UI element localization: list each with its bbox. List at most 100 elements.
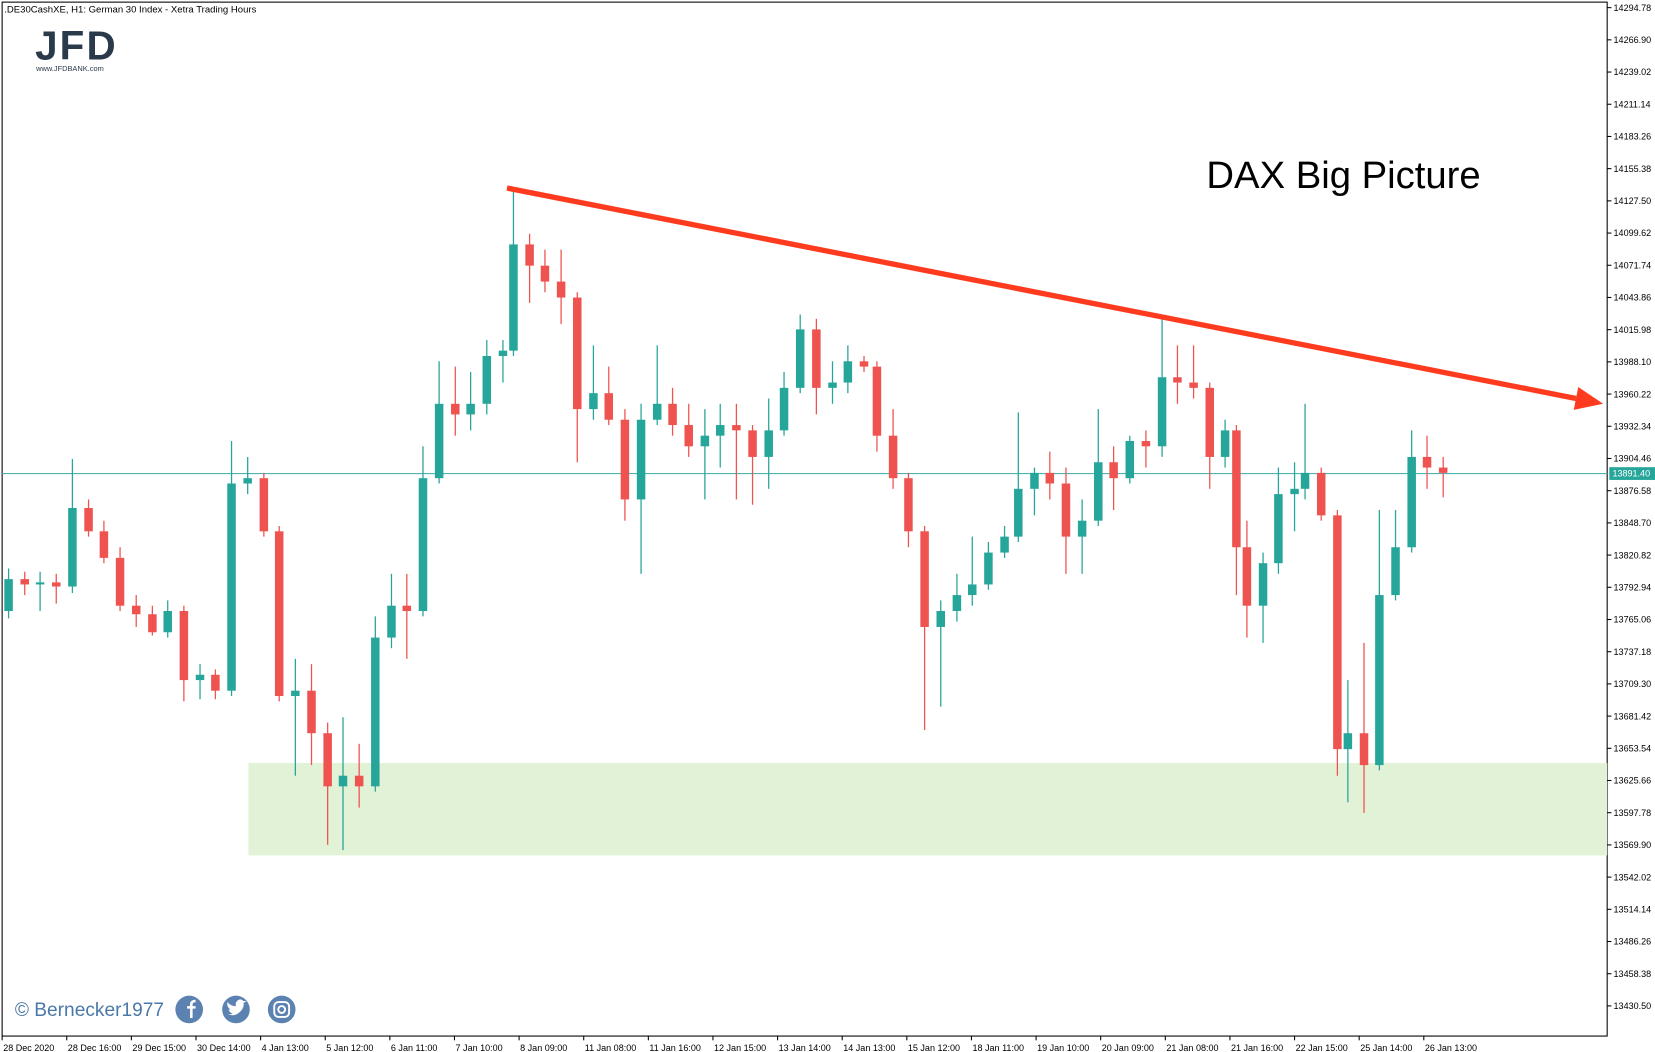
candle-body — [1274, 494, 1283, 564]
candle-body — [211, 674, 220, 691]
candle-body — [131, 605, 141, 615]
candle-body — [1061, 483, 1071, 537]
candle-body — [540, 265, 550, 282]
candle-body — [1316, 472, 1326, 516]
x-tick-label: 19 Jan 10:00 — [1037, 1043, 1089, 1052]
x-tick-label: 11 Jan 16:00 — [649, 1043, 700, 1052]
candle-body — [291, 690, 300, 697]
candle-body — [1109, 462, 1118, 479]
candle-body — [163, 611, 172, 633]
candle-body — [1220, 430, 1230, 457]
candle-body — [466, 403, 475, 415]
candle-body — [715, 425, 725, 436]
y-tick-label: 13709.30 — [1614, 679, 1652, 689]
candle-body — [779, 387, 789, 431]
y-tick-label: 13458.38 — [1614, 969, 1652, 979]
zone-layer — [248, 763, 1608, 856]
x-tick-label: 28 Dec 2020 — [3, 1043, 54, 1052]
x-tick-label: 28 Dec 16:00 — [68, 1043, 122, 1052]
logo-text: JFD — [35, 23, 118, 69]
y-tick-label: 14015.98 — [1614, 325, 1652, 335]
candle-body — [274, 531, 284, 697]
x-tick-label: 13 Jan 14:00 — [779, 1043, 831, 1052]
candle-body — [1391, 547, 1400, 596]
candle-body — [732, 425, 741, 431]
y-tick-label: 14155.38 — [1614, 164, 1652, 174]
candle-body — [795, 329, 805, 388]
candle-body — [843, 361, 853, 383]
candle-body — [620, 419, 630, 500]
instagram-glyph — [273, 1001, 291, 1018]
candle-body — [904, 478, 913, 532]
y-tick-label: 13430.50 — [1614, 1001, 1652, 1011]
y-tick-label: 13737.18 — [1614, 647, 1652, 657]
candle-body — [354, 775, 364, 787]
candle-body — [1045, 472, 1055, 484]
candle-body — [1157, 377, 1167, 447]
candle-body — [828, 382, 837, 388]
candle-body — [984, 552, 993, 585]
x-tick-label: 7 Jan 10:00 — [456, 1043, 503, 1052]
candle-body — [700, 435, 710, 447]
y-tick-label: 13681.42 — [1614, 711, 1652, 721]
candle-body — [589, 393, 598, 410]
y-tick-label: 14071.74 — [1614, 260, 1652, 270]
x-tick-label: 21 Jan 08:00 — [1166, 1043, 1218, 1052]
current-price-tag — [1609, 467, 1655, 480]
y-tick-label: 13765.06 — [1614, 615, 1652, 625]
x-tick-label: 4 Jan 13:00 — [262, 1043, 309, 1052]
candle-body — [1173, 377, 1182, 383]
y-tick-label: 13792.94 — [1614, 582, 1652, 592]
instagram-icon — [267, 995, 296, 1024]
logo-url: www.JFDBANK.com — [35, 64, 104, 73]
facebook-glyph — [187, 999, 196, 1018]
chart-title: .DE30CashXE, H1: German 30 Index - Xetra… — [4, 5, 256, 16]
trend-layer — [506, 185, 1604, 410]
candle-body — [259, 478, 269, 532]
candle-body — [179, 611, 189, 681]
candle-body — [338, 775, 348, 787]
candle-body — [451, 403, 460, 415]
x-tick-label: 14 Jan 13:00 — [843, 1043, 895, 1052]
candle-body — [1407, 456, 1416, 548]
y-tick-label: 14099.62 — [1614, 228, 1652, 238]
x-tick-label: 11 Jan 08:00 — [585, 1043, 636, 1052]
y-tick-label: 14239.02 — [1614, 67, 1652, 77]
candle-body — [668, 403, 677, 426]
current-price-label: 13891.40 — [1612, 469, 1650, 479]
candle-body — [1014, 488, 1023, 537]
trendline-arrowhead — [1573, 386, 1604, 410]
candle-body — [859, 361, 869, 367]
x-tick-label: 20 Jan 09:00 — [1102, 1043, 1154, 1052]
candle-body — [872, 366, 882, 436]
candle-body — [148, 614, 157, 633]
candle-body — [1125, 440, 1135, 479]
x-tick-label: 6 Jan 11:00 — [391, 1043, 437, 1052]
candle-body — [525, 244, 534, 266]
candle-body — [402, 605, 412, 612]
y-tick-label: 13653.54 — [1614, 743, 1652, 753]
candle-body — [573, 297, 582, 410]
x-tick-label: 26 Jan 13:00 — [1425, 1043, 1477, 1052]
instagram-lens — [277, 1005, 287, 1014]
candle-body — [307, 690, 316, 734]
y-tick-label: 14294.78 — [1614, 3, 1652, 13]
candle-body — [684, 425, 693, 447]
candle-body — [1077, 520, 1087, 537]
y-tick-label: 14127.50 — [1614, 196, 1652, 206]
candle-body — [1375, 595, 1384, 766]
y-tick-label: 13904.46 — [1614, 454, 1652, 464]
support-zone — [248, 763, 1608, 856]
candle-body — [498, 350, 508, 356]
candle-body — [812, 329, 821, 388]
candle-body — [1422, 456, 1432, 468]
candle-body — [936, 611, 946, 627]
candle-body — [84, 507, 93, 532]
candle-layer — [4, 189, 1448, 851]
y-tick-label: 13569.90 — [1614, 840, 1652, 850]
y-tick-label: 13960.22 — [1614, 389, 1652, 399]
candle-body — [604, 393, 614, 420]
y-tick-label: 14183.26 — [1614, 132, 1652, 142]
